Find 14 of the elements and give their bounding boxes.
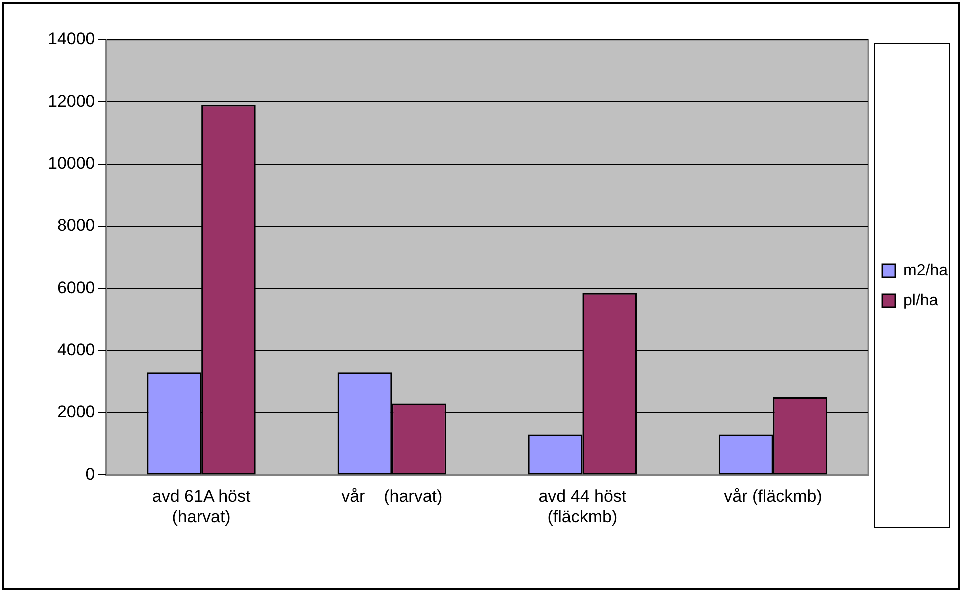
- y-tick-label: 14000: [48, 30, 96, 49]
- y-tick-label: 8000: [57, 216, 96, 236]
- x-tick-label: avd 61A höst (harvat): [152, 487, 251, 526]
- y-tick-label: 10000: [48, 154, 96, 174]
- y-tick-label: 4000: [57, 340, 96, 360]
- x-tick-label: vår (harvat): [342, 487, 443, 506]
- y-tick-label: 12000: [48, 92, 96, 111]
- legend-label: pl/ha: [904, 292, 938, 310]
- y-tick-label: 6000: [57, 278, 96, 298]
- x-tick-label: vår (fläckmb): [724, 487, 822, 506]
- y-tick-label: 0: [86, 464, 96, 484]
- y-tick-label: 2000: [57, 402, 96, 422]
- legend-label: m2/ha: [904, 262, 948, 280]
- x-tick-label: avd 44 höst (fläckmb): [538, 487, 627, 526]
